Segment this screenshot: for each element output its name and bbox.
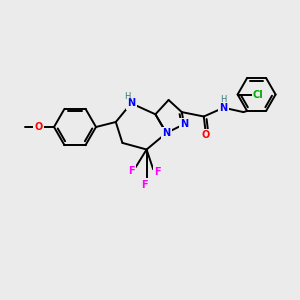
Text: N: N bbox=[127, 98, 135, 108]
Text: F: F bbox=[141, 180, 148, 190]
Text: O: O bbox=[34, 122, 43, 132]
Text: O: O bbox=[202, 130, 210, 140]
Text: N: N bbox=[220, 103, 228, 113]
Text: N: N bbox=[162, 128, 170, 138]
Text: F: F bbox=[154, 167, 161, 177]
Text: N: N bbox=[180, 119, 188, 129]
Text: F: F bbox=[128, 166, 134, 176]
Text: H: H bbox=[220, 95, 227, 104]
Text: H: H bbox=[124, 92, 130, 101]
Text: Cl: Cl bbox=[253, 89, 264, 100]
